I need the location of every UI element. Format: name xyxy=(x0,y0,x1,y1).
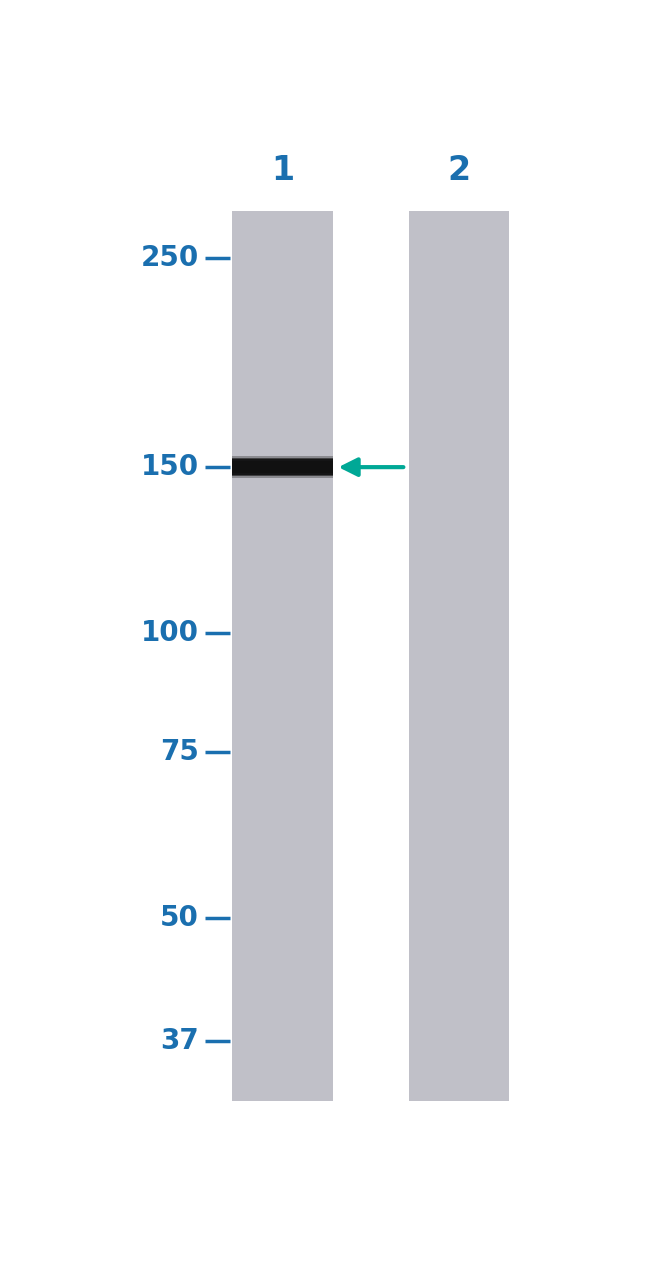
Text: 250: 250 xyxy=(140,244,199,272)
Text: 50: 50 xyxy=(160,904,199,932)
Bar xyxy=(233,458,333,476)
Text: 75: 75 xyxy=(160,738,199,766)
Bar xyxy=(409,211,510,1101)
Text: 37: 37 xyxy=(160,1027,199,1055)
Bar xyxy=(233,211,333,1101)
Bar xyxy=(233,456,333,479)
Text: 1: 1 xyxy=(271,154,294,187)
Text: 150: 150 xyxy=(140,453,199,481)
Text: 2: 2 xyxy=(447,154,471,187)
Bar xyxy=(233,460,333,475)
Bar xyxy=(233,461,333,474)
Text: 100: 100 xyxy=(140,620,199,648)
